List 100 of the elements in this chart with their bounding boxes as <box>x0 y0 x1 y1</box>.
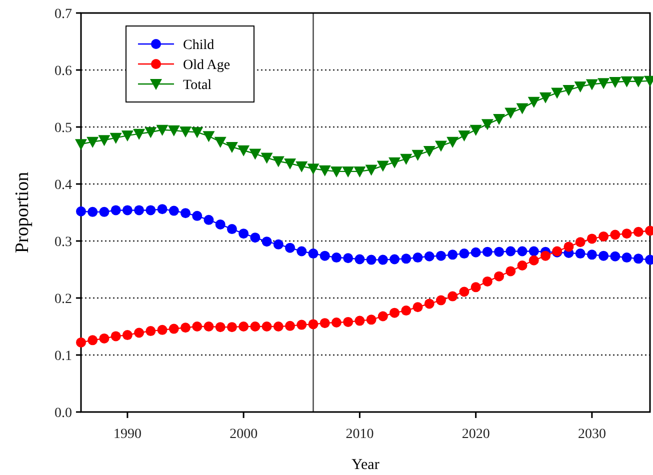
point <box>260 152 273 164</box>
point <box>318 165 331 176</box>
point <box>168 206 179 216</box>
point <box>250 322 260 332</box>
point <box>191 127 204 138</box>
point <box>493 114 506 126</box>
y-tick-label: 0.3 <box>54 235 72 250</box>
point <box>88 335 98 346</box>
point <box>562 84 575 96</box>
point <box>470 247 481 258</box>
point <box>586 234 597 244</box>
point <box>308 319 318 330</box>
point <box>401 306 412 316</box>
point <box>110 205 121 216</box>
point <box>238 145 250 156</box>
point <box>204 322 214 332</box>
point <box>262 236 272 247</box>
point <box>180 126 192 138</box>
point <box>180 208 191 218</box>
point <box>506 246 516 256</box>
point <box>354 254 365 264</box>
point <box>168 125 180 136</box>
point <box>470 282 481 292</box>
point <box>273 322 284 332</box>
point <box>517 260 528 271</box>
point <box>436 295 446 306</box>
point <box>134 328 144 338</box>
point <box>121 130 134 142</box>
point <box>215 322 226 332</box>
point <box>528 255 539 266</box>
point <box>400 154 412 165</box>
point <box>378 254 388 265</box>
point <box>574 82 586 93</box>
y-tick-label: 0.7 <box>54 7 72 22</box>
point <box>342 166 354 178</box>
point <box>482 276 492 286</box>
point <box>98 135 110 146</box>
point <box>551 88 564 99</box>
point <box>76 206 86 216</box>
point <box>122 205 132 216</box>
point <box>412 150 424 161</box>
y-tick-label: 0.4 <box>54 178 72 193</box>
point <box>620 76 633 88</box>
point <box>86 136 99 148</box>
point <box>424 298 434 309</box>
point <box>528 96 540 108</box>
point <box>284 158 296 170</box>
point <box>586 250 597 260</box>
point <box>448 250 458 260</box>
point <box>226 224 237 234</box>
point <box>272 156 284 168</box>
point <box>516 103 528 114</box>
point <box>180 322 191 333</box>
point <box>598 78 610 90</box>
point <box>448 291 458 302</box>
y-tick-label: 0.5 <box>54 121 72 136</box>
point <box>423 146 436 157</box>
point <box>632 76 644 88</box>
point <box>343 253 354 264</box>
point <box>296 161 308 172</box>
point <box>633 254 644 264</box>
point <box>528 246 539 256</box>
point <box>446 136 459 148</box>
point <box>436 250 446 261</box>
point <box>215 219 226 230</box>
point <box>146 205 156 216</box>
point <box>226 142 238 153</box>
point <box>331 252 342 263</box>
point <box>494 246 504 257</box>
point <box>133 128 146 140</box>
point <box>401 254 412 264</box>
point <box>622 252 632 263</box>
point <box>76 337 86 348</box>
point <box>506 266 516 276</box>
point <box>110 132 122 144</box>
point <box>366 254 376 265</box>
point <box>388 157 401 168</box>
point <box>494 271 504 282</box>
point <box>564 242 574 252</box>
point <box>308 248 318 259</box>
point <box>110 331 121 342</box>
point <box>609 76 622 88</box>
x-tick-label: 1990 <box>113 427 142 442</box>
point <box>99 333 110 344</box>
y-tick-label: 0.0 <box>54 406 72 421</box>
point <box>204 214 214 225</box>
point <box>320 318 330 328</box>
point <box>249 148 262 160</box>
point <box>517 246 528 256</box>
point <box>296 320 307 330</box>
point <box>146 326 156 336</box>
point <box>202 131 215 142</box>
point <box>470 124 482 136</box>
x-axis-title: Year <box>352 457 380 473</box>
point <box>366 314 376 325</box>
point <box>365 164 378 176</box>
point <box>238 228 249 239</box>
point <box>390 308 400 318</box>
point <box>296 246 307 256</box>
point <box>459 248 470 259</box>
